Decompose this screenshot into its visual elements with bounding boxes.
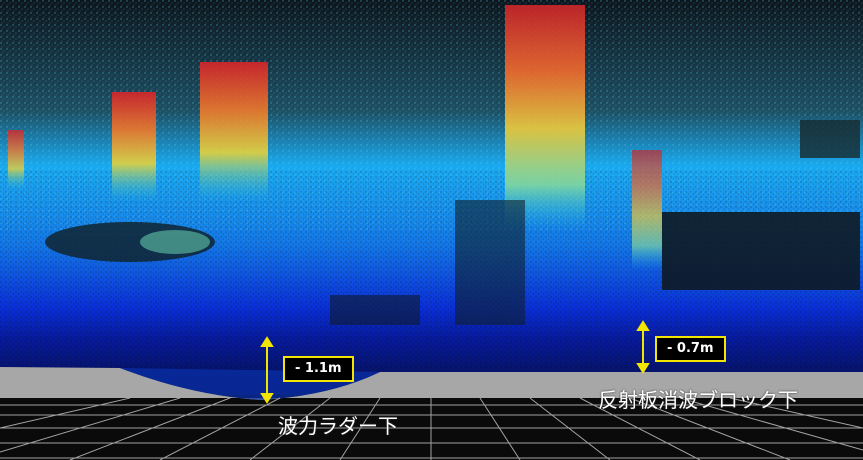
center-structure-pillar [505, 5, 585, 230]
center-dark-shelf [330, 295, 420, 325]
left-depth-label: - 1.1m [283, 356, 354, 382]
right-structure-column [632, 150, 662, 270]
right-caption: 反射板消波ブロック下 [598, 388, 798, 412]
right-depth-label: - 0.7m [655, 336, 726, 362]
left-block-highlight [140, 230, 210, 254]
right-depth-arrow [636, 320, 650, 374]
right-submerged-block [662, 212, 860, 290]
left-edge-structure [8, 130, 24, 190]
center-left-structure-pillar [200, 62, 268, 202]
left-caption: 波力ラダー下 [278, 414, 398, 438]
right-upper-block [800, 120, 860, 158]
seabed-gray-surface [0, 367, 863, 400]
seabed-grid-lines [0, 397, 863, 460]
left-depth-arrow [260, 336, 274, 404]
center-dark-column [455, 200, 525, 325]
left-structure-pillar [112, 92, 156, 202]
